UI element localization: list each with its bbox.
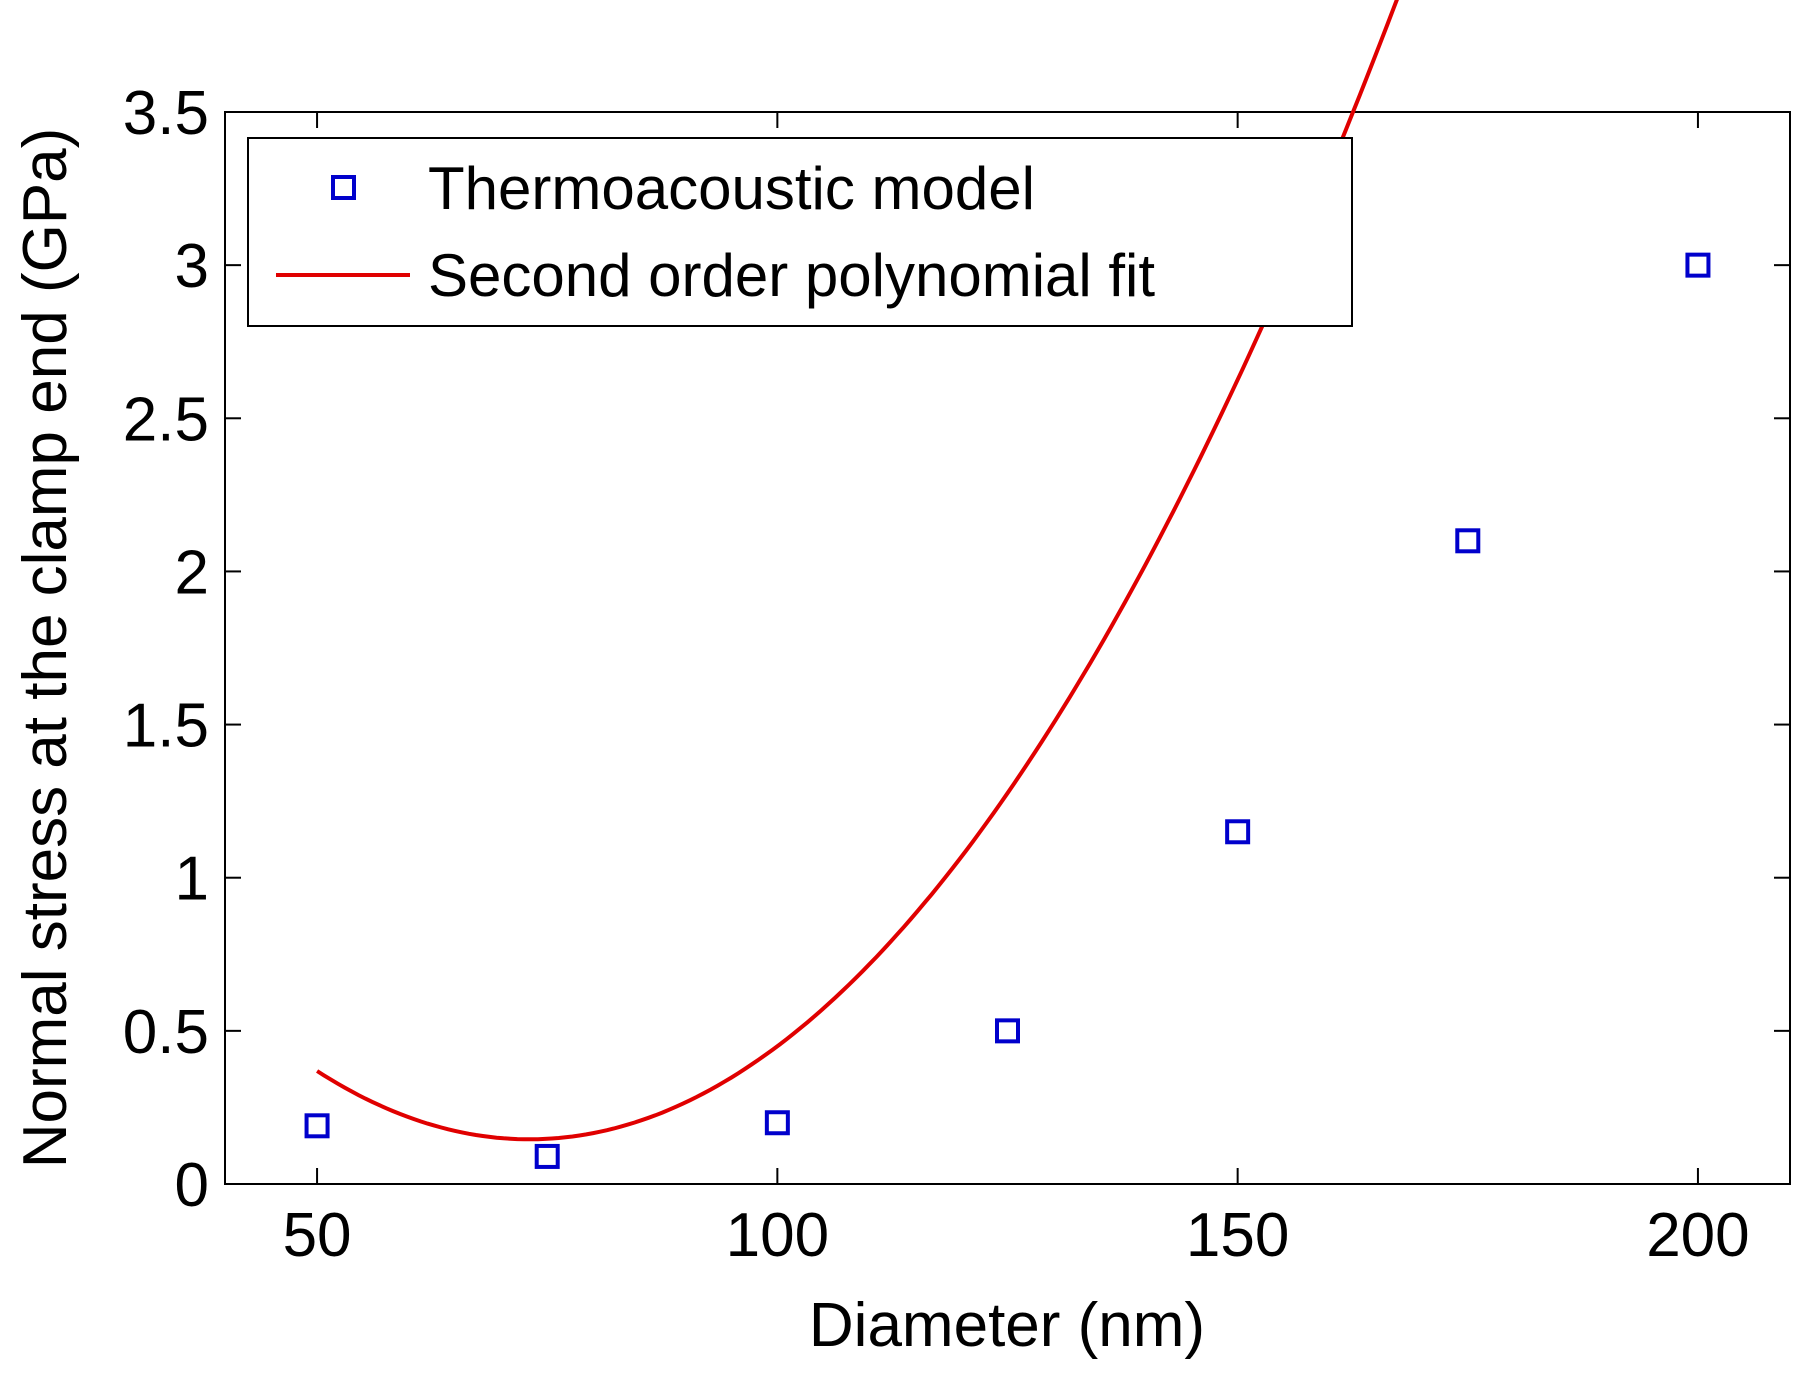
legend: Thermoacoustic model Second order polyno… [247, 137, 1353, 327]
legend-entry-thermoacoustic: Thermoacoustic model [428, 155, 1035, 222]
x-axis-ticks: 50 100 150 200 [283, 112, 1750, 1270]
fit-curve [316, 0, 1399, 1142]
x-tick-label: 100 [726, 1201, 829, 1270]
legend-marker-square [331, 175, 356, 200]
y-axis-label: Normal stress at the clamp end (GPa) [11, 128, 80, 1169]
marker-series [304, 252, 1711, 1169]
y-tick-label: 2.5 [123, 385, 209, 454]
y-tick-label: 3.5 [123, 79, 209, 148]
x-axis-label: Diameter (nm) [809, 1291, 1205, 1360]
y-tick-label: 1.5 [123, 692, 209, 761]
data-point-marker [1685, 252, 1711, 278]
y-axis-ticks: 0 0.5 1 1.5 2 2.5 3 3.5 [123, 79, 1790, 1220]
data-point-marker [995, 1018, 1020, 1044]
legend-box [247, 137, 1353, 327]
data-point-marker [534, 1143, 560, 1169]
fit-series [316, 0, 1399, 1142]
x-tick-label: 200 [1646, 1201, 1749, 1270]
data-point-marker [1455, 528, 1481, 554]
data-point-marker [1225, 819, 1251, 845]
legend-entry-polyfit: Second order polynomial fit [428, 242, 1155, 309]
y-tick-label: 2 [175, 538, 209, 607]
y-tick-label: 0 [175, 1151, 209, 1220]
y-tick-label: 1 [175, 845, 209, 914]
y-tick-label: 0.5 [123, 998, 209, 1067]
x-tick-label: 150 [1186, 1201, 1289, 1270]
y-tick-label: 3 [175, 232, 209, 301]
data-point-marker [764, 1110, 790, 1136]
x-tick-label: 50 [283, 1201, 352, 1270]
data-point-marker [304, 1113, 330, 1139]
